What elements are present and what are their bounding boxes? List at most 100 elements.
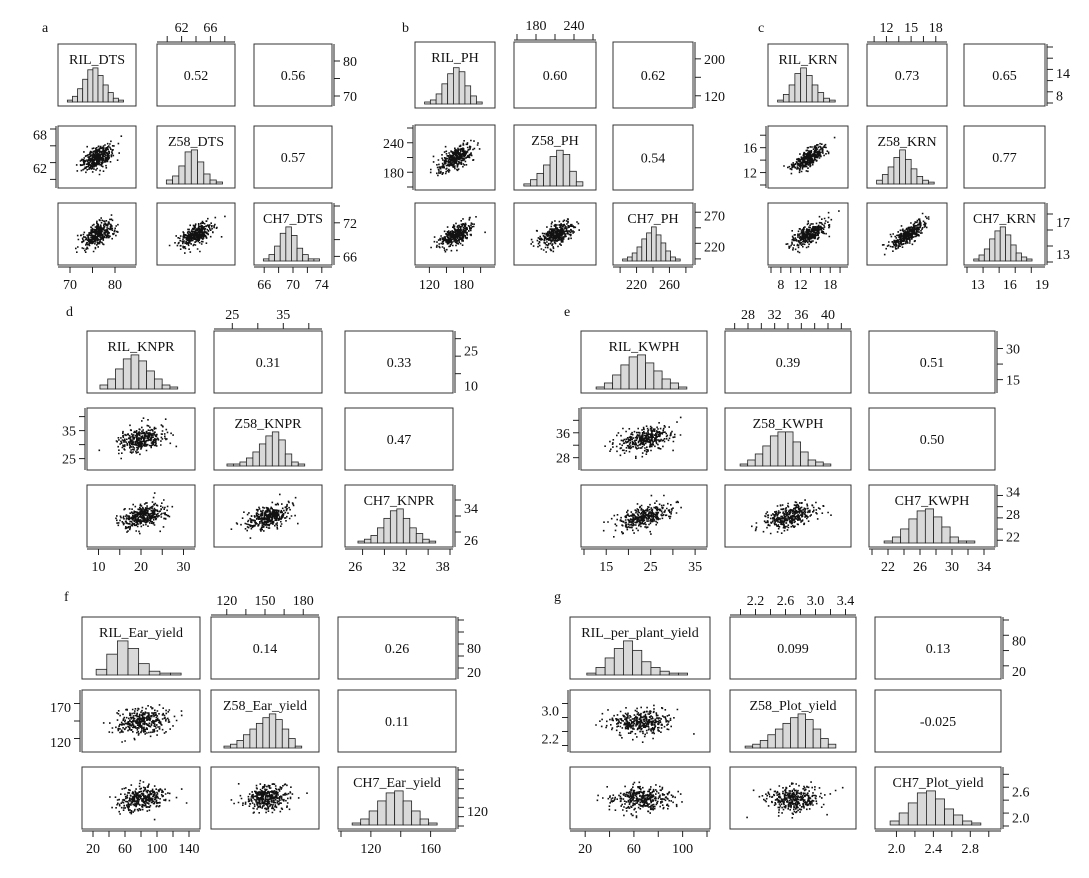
correlation-value: 0.62: [641, 69, 666, 84]
scatter-panel-frame: [414, 124, 496, 191]
correlation-panel-frame: [874, 689, 1002, 753]
panel-letter: a: [42, 21, 49, 36]
histogram-bar: [447, 73, 454, 105]
histogram-bar: [385, 792, 396, 826]
tick-label: 60: [627, 842, 641, 857]
histogram-bar: [302, 254, 309, 262]
histogram-bar: [419, 818, 430, 826]
panel-letter: g: [554, 590, 561, 605]
tick-label: 12: [794, 278, 808, 293]
tick-label: 62: [33, 162, 47, 177]
histogram-bar: [941, 526, 951, 544]
tick-label: 2.2: [747, 594, 765, 609]
histogram-bar: [893, 157, 901, 185]
histogram-bar: [1010, 244, 1017, 262]
histogram-bar: [178, 165, 186, 185]
tick-label: 2.0: [888, 842, 906, 857]
histogram-bar: [394, 790, 404, 826]
histogram-bar: [788, 84, 796, 103]
tick-label: 25: [464, 344, 478, 359]
histogram-bar: [1005, 234, 1012, 262]
correlation-panel-frame: [210, 616, 320, 680]
correlation-value: 0.57: [281, 151, 306, 166]
histogram-bar: [313, 258, 320, 262]
tick-label: 2.6: [1012, 786, 1030, 801]
histogram-bar: [827, 743, 837, 749]
histogram-bar: [815, 461, 824, 467]
histogram-bar: [978, 254, 985, 262]
histogram-bar: [829, 99, 836, 103]
tick-label: 34: [977, 560, 991, 575]
histogram-bar: [209, 179, 217, 185]
tick-label: 260: [659, 278, 680, 293]
histogram-bar: [908, 518, 918, 544]
histogram-bar: [744, 745, 754, 749]
histogram-bar: [115, 368, 124, 390]
correlation-value: 0.73: [895, 69, 920, 84]
panel-letter: f: [64, 590, 69, 605]
histogram-bar: [762, 445, 771, 467]
histogram-bar: [82, 78, 89, 103]
tick-label: 120: [50, 736, 71, 751]
histogram-bar: [805, 719, 814, 749]
tick-label: 74: [315, 278, 329, 293]
histogram-bar: [357, 540, 365, 544]
histogram-bar: [458, 71, 466, 105]
histogram-bar: [130, 354, 140, 390]
histogram-bar: [949, 536, 959, 544]
histogram-bar: [470, 95, 477, 105]
histogram-bar: [242, 734, 251, 749]
variable-label: Z58_Plot_yield: [749, 699, 836, 714]
tick-label: 120: [419, 278, 440, 293]
histogram-bar: [769, 435, 779, 467]
tick-label: 20: [467, 666, 481, 681]
histogram-bar: [99, 384, 109, 390]
tick-label: 170: [50, 701, 71, 716]
tick-label: 66: [203, 21, 217, 36]
histogram-bar: [1015, 252, 1022, 262]
histogram-bar: [146, 370, 155, 390]
histogram-bar: [670, 256, 676, 262]
histogram-bar: [262, 717, 270, 749]
variable-label: CH7_KRN: [973, 212, 1036, 227]
panel-e: e RIL_KWPH 0.39 0.51 Z58_KWPH 0.50 CH7_KWPH 28 3…: [556, 305, 1020, 575]
histogram-bar: [806, 75, 813, 103]
histogram-bar: [370, 535, 378, 544]
variable-label: RIL_PH: [431, 51, 478, 66]
histogram-bar: [994, 230, 1001, 262]
histogram-bar: [236, 740, 244, 749]
histogram-bar: [660, 242, 667, 262]
histogram-bar: [95, 668, 108, 676]
histogram-bar: [641, 661, 652, 676]
histogram-bar: [278, 439, 286, 467]
variable-label: Z58_PH: [531, 134, 578, 149]
panel-letter: d: [66, 305, 73, 320]
histogram-bar: [281, 728, 290, 749]
scatter-points: [785, 210, 840, 254]
histogram-bar: [612, 374, 622, 390]
correlation-panel-frame: [344, 330, 454, 394]
histogram-bar: [966, 540, 976, 544]
tick-label: 40: [821, 308, 835, 323]
histogram-bar: [905, 158, 912, 185]
histogram-bar: [928, 181, 935, 185]
histogram-bar: [411, 810, 421, 826]
scatter-points: [168, 215, 226, 254]
histogram-bar: [876, 179, 883, 185]
tick-label: 16: [1003, 278, 1017, 293]
histogram-bar: [415, 533, 424, 544]
tick-label: 30: [945, 560, 959, 575]
histogram-bar: [971, 822, 982, 826]
tick-label: 19: [1035, 278, 1049, 293]
histogram-bar: [661, 378, 671, 390]
scatter-points: [602, 494, 682, 538]
histogram-bar: [87, 69, 94, 103]
scatter-points: [75, 214, 119, 253]
tick-label: 28: [1006, 508, 1020, 523]
histogram-bar: [364, 538, 372, 544]
tick-label: 15: [1006, 374, 1020, 389]
variable-label: RIL_KWPH: [609, 340, 680, 355]
histogram-bar: [255, 722, 264, 749]
tick-label: 10: [464, 379, 478, 394]
histogram-bar: [452, 67, 460, 105]
